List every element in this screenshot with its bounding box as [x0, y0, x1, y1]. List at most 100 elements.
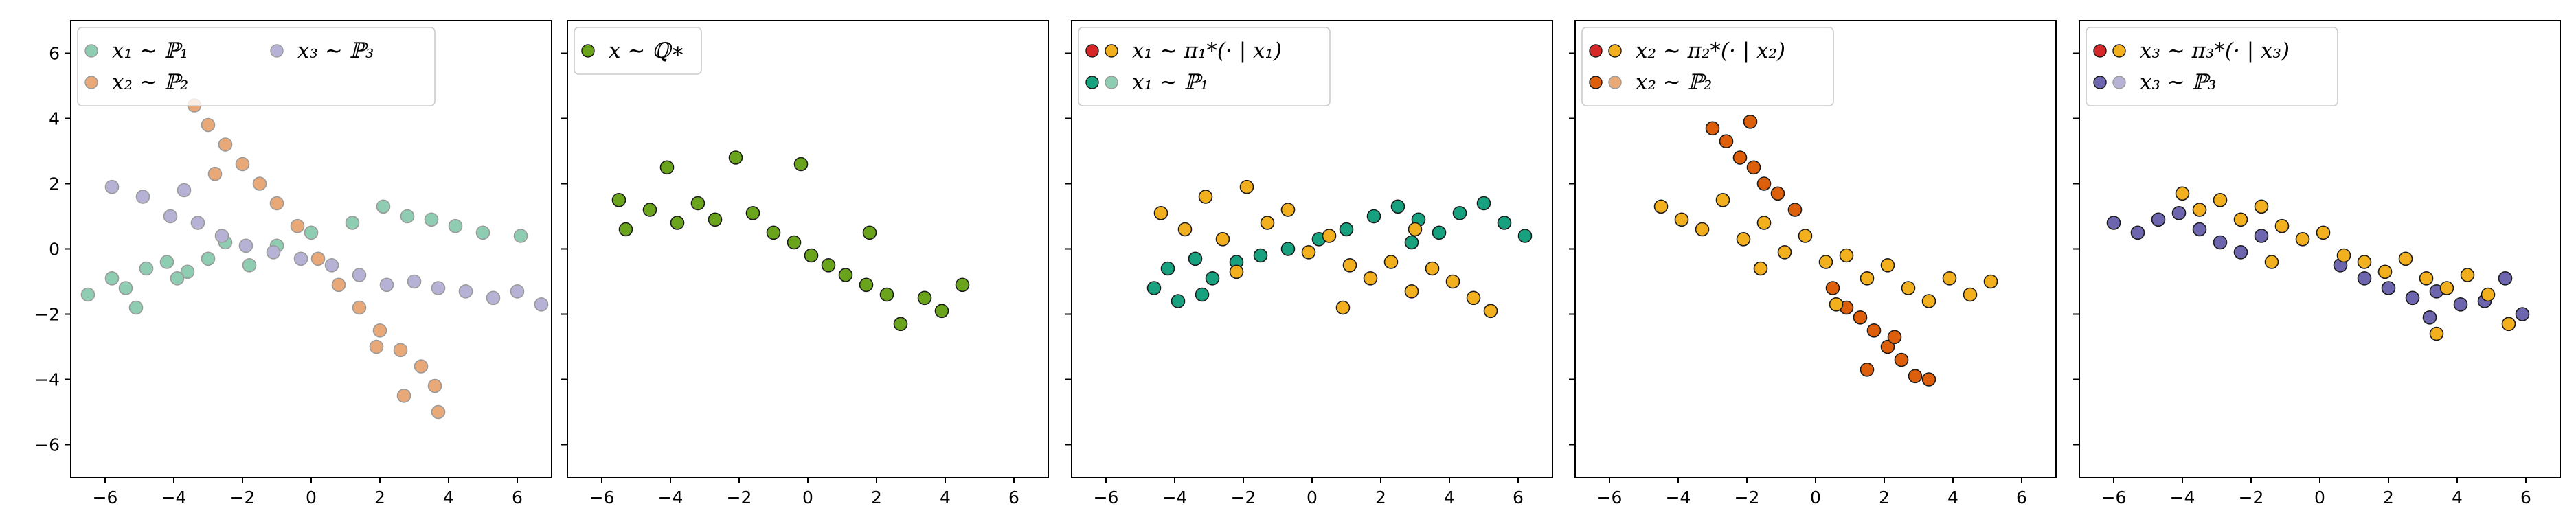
- chart-panel-3: −6 −4 −2 0 2 4 6 x₁ ∼ π₁*(· | x₁) x₁ ∼ ℙ₁: [1065, 20, 1553, 507]
- data-point: [513, 229, 528, 243]
- data-point: [859, 277, 874, 293]
- x-tick-label: −6: [2101, 488, 2127, 507]
- data-point: [1339, 222, 1354, 237]
- data-point: [1921, 372, 1936, 387]
- data-point: [2422, 310, 2437, 325]
- data-point: [1517, 229, 1533, 243]
- data-point: [1732, 150, 1748, 165]
- data-point: [80, 287, 95, 302]
- data-points: [1653, 115, 1998, 387]
- legend-label: x₂ ∼ π₂*(· | x₂): [1636, 38, 1785, 63]
- data-point: [2336, 248, 2351, 263]
- data-point: [427, 378, 442, 393]
- data-point: [369, 339, 384, 354]
- legend-marker: [84, 76, 98, 89]
- data-point: [1280, 242, 1296, 256]
- data-point: [431, 281, 446, 295]
- data-point: [1866, 323, 1882, 338]
- x-tick-label: 0: [306, 488, 317, 507]
- data-point: [2515, 307, 2530, 321]
- data-point: [1229, 264, 1244, 279]
- data-point: [1466, 290, 1481, 306]
- data-point: [1215, 231, 1230, 247]
- data-point: [2171, 205, 2187, 220]
- data-point: [139, 261, 154, 276]
- x-tick-label: 0: [1810, 488, 1821, 507]
- data-point: [1860, 271, 1875, 286]
- data-point: [393, 343, 408, 358]
- data-point: [1452, 205, 1467, 220]
- y-tick-label: −4: [34, 370, 60, 390]
- data-point: [345, 216, 360, 230]
- data-point: [1497, 216, 1512, 230]
- data-point: [414, 359, 429, 374]
- data-point: [1674, 212, 1689, 227]
- data-point: [207, 166, 223, 181]
- data-point: [670, 216, 685, 230]
- data-point: [2130, 225, 2145, 240]
- legend-label: x₃ ∼ ℙ₃: [297, 38, 374, 63]
- legend-label: x₂ ∼ ℙ₂: [1636, 70, 1712, 95]
- data-point: [1743, 115, 1758, 129]
- data-point: [642, 203, 657, 217]
- legend: x ∼ ℚ∗: [574, 27, 702, 75]
- data-point: [1787, 203, 1803, 217]
- x-tick-label: 0: [1307, 488, 1318, 507]
- legend-label: x₃ ∼ π₃*(· | x₃): [2140, 38, 2290, 63]
- data-point: [1880, 258, 1895, 273]
- y-tick-label: 2: [49, 174, 60, 194]
- data-point: [2498, 271, 2513, 286]
- data-point: [1322, 229, 1337, 243]
- data-point: [1260, 216, 1275, 230]
- data-point: [787, 235, 802, 250]
- data-point: [400, 209, 415, 224]
- x-tick-label: 6: [2520, 488, 2531, 507]
- legend-box: [2086, 27, 2338, 106]
- x-tick-label: −2: [727, 488, 752, 507]
- data-point: [2357, 271, 2372, 286]
- data-point: [242, 258, 257, 273]
- data-point: [1860, 362, 1875, 377]
- plot-frame: [567, 20, 1049, 478]
- x-tick-label: −4: [161, 488, 187, 507]
- data-point: [611, 192, 626, 207]
- chart-panel-4: −6 −4 −2 0 2 4 6 x₂ ∼ π₂*(· | x₂) x₂ ∼ ℙ₂: [1569, 20, 2057, 507]
- x-tick-label: 0: [2314, 488, 2325, 507]
- legend-label: x₃ ∼ ℙ₃: [2140, 70, 2216, 95]
- data-point: [2254, 199, 2269, 214]
- legend-marker: [1589, 76, 1603, 89]
- data-point: [1695, 222, 1710, 237]
- data-point: [1887, 330, 1902, 345]
- legend-box: [77, 27, 436, 106]
- data-point: [2501, 317, 2516, 332]
- data-point: [1705, 121, 1720, 136]
- legend-marker: [2093, 76, 2107, 89]
- data-point: [379, 277, 394, 293]
- data-point: [1798, 229, 1813, 243]
- x-tick-label: 2: [374, 488, 385, 507]
- data-point: [331, 277, 346, 293]
- data-point: [1715, 192, 1730, 207]
- y-tick-label: 4: [49, 109, 60, 129]
- data-point: [252, 176, 267, 191]
- data-point: [2316, 225, 2331, 240]
- data-point: [1171, 294, 1186, 308]
- x-tick-label: −2: [2239, 488, 2264, 507]
- x-tick-label: 6: [1008, 488, 1019, 507]
- data-point: [2481, 287, 2496, 302]
- data-point: [2213, 192, 2228, 207]
- data-point: [1942, 271, 1957, 286]
- data-point: [1777, 244, 1792, 260]
- x-tick-label: 4: [1444, 488, 1455, 507]
- x-tick-label: −4: [2170, 488, 2195, 507]
- legend-box: [574, 27, 702, 75]
- data-points: [2106, 186, 2530, 341]
- data-point: [1408, 222, 1423, 237]
- data-point: [1390, 199, 1405, 214]
- x-tick-label: 4: [1947, 488, 1958, 507]
- legend-marker: [2112, 44, 2126, 58]
- data-point: [180, 264, 195, 279]
- x-tick-label: −6: [93, 488, 118, 507]
- legend-marker: [84, 44, 98, 58]
- data-point: [214, 229, 229, 243]
